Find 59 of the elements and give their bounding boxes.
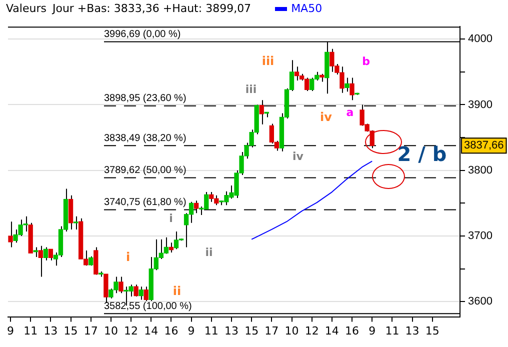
- candlestick: [118, 276, 124, 294]
- x-tick-label: 13: [44, 324, 58, 338]
- candlestick: [104, 274, 108, 304]
- annotation: iv: [320, 110, 332, 124]
- x-tick-label: 14: [144, 324, 158, 338]
- annotation: i: [126, 250, 130, 264]
- text: 3837,66: [464, 140, 504, 152]
- candlestick: [8, 221, 13, 248]
- x-tick-label: 15: [425, 324, 440, 338]
- x-tick-label: 11: [204, 324, 218, 338]
- x-tick-label: 13: [405, 324, 420, 338]
- ref-line-label: 3898,95 (23,60 %): [104, 93, 186, 104]
- x-tick-label: 17: [84, 324, 98, 338]
- x-tick-label: 9: [7, 324, 14, 338]
- annotation: iii: [245, 82, 257, 96]
- candlestick: [38, 245, 43, 278]
- y-tick-label: 3600: [468, 296, 492, 308]
- x-tick-label: 16: [345, 324, 360, 338]
- annotation: iii: [262, 54, 274, 68]
- y-tick-label: 3700: [468, 230, 492, 242]
- x-tick-label: 17: [264, 324, 279, 338]
- candlestick: [48, 248, 54, 261]
- annotation: a: [346, 106, 354, 119]
- annotation: ii: [172, 284, 182, 298]
- chart-title: Valeurs: [6, 2, 46, 15]
- ref-line-label: 3789,62 (50,00 %): [104, 164, 186, 176]
- y-tick-label: 3800: [468, 164, 492, 176]
- chart-subtitle: Jour +Bas: 3833,36 +Haut: 3899,07: [52, 2, 252, 15]
- x-tick-label: 12: [304, 324, 319, 338]
- x-tick-label: 11: [24, 324, 38, 338]
- x-tick-label: 12: [124, 324, 138, 338]
- candlestick: [344, 77, 350, 92]
- candlestick: [350, 77, 354, 101]
- x-tick-label: 16: [164, 324, 178, 338]
- legend-label: MA50: [290, 2, 322, 15]
- x-tick-label: 15: [64, 324, 78, 338]
- x-tick-label: 9: [188, 324, 195, 338]
- y-tick-label: 4000: [468, 33, 492, 46]
- candlestick: [144, 286, 148, 302]
- annotation: 2 / b: [397, 142, 447, 166]
- ref-line-label: 3582,55 (100,00 %): [104, 300, 192, 312]
- y-tick-label: 3900: [468, 98, 492, 111]
- ref-line-label: 3996,69 (0,00 %): [104, 29, 181, 40]
- x-tick-label: 13: [224, 324, 238, 338]
- candlestick: [33, 246, 38, 258]
- ref-line-label: 3740,75 (61,80 %): [104, 197, 186, 208]
- annotation: i: [169, 212, 173, 225]
- candlestick: [134, 284, 138, 297]
- annotation: ii: [205, 246, 213, 259]
- x-tick-label: 10: [104, 324, 118, 338]
- ref-line-label: 3838,49 (38,20 %): [104, 132, 186, 144]
- annotation: b: [362, 54, 370, 68]
- annotation: iv: [292, 150, 304, 163]
- x-tick-label: 14: [324, 324, 339, 338]
- x-tick-label: 9: [368, 324, 376, 338]
- x-tick-label: 11: [385, 324, 400, 338]
- candlestick: [138, 286, 144, 300]
- x-tick-label: 15: [244, 324, 259, 338]
- x-tick-label: 10: [284, 324, 299, 338]
